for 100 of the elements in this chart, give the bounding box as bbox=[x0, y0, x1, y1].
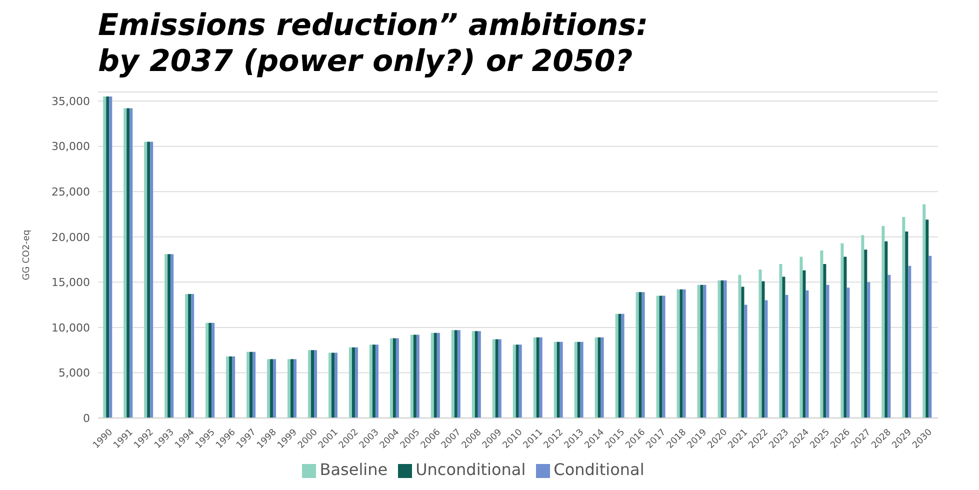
bar bbox=[908, 266, 912, 418]
bar bbox=[867, 282, 870, 418]
bar bbox=[434, 332, 437, 418]
y-axis-title: GG CO2-eq bbox=[22, 230, 32, 280]
bar bbox=[516, 344, 519, 418]
y-tick-label: 30,000 bbox=[52, 140, 90, 154]
bar bbox=[700, 284, 704, 418]
bar bbox=[372, 344, 376, 418]
bar bbox=[846, 288, 850, 418]
bar bbox=[785, 294, 788, 418]
bar bbox=[478, 331, 481, 418]
bar bbox=[764, 300, 768, 418]
bar bbox=[556, 342, 560, 418]
bar bbox=[560, 342, 563, 418]
bar bbox=[314, 350, 317, 418]
bar bbox=[758, 269, 762, 418]
bar bbox=[656, 296, 660, 418]
bar bbox=[888, 274, 891, 418]
bar bbox=[226, 356, 230, 418]
bar bbox=[130, 108, 133, 418]
bar bbox=[618, 314, 622, 418]
bar bbox=[106, 96, 110, 418]
bar bbox=[741, 286, 744, 418]
bar bbox=[659, 296, 662, 418]
bar bbox=[294, 359, 297, 418]
bar bbox=[826, 284, 830, 418]
bar bbox=[744, 304, 748, 418]
bar bbox=[636, 292, 639, 418]
bar bbox=[126, 108, 130, 418]
bar bbox=[638, 292, 642, 418]
bar bbox=[103, 96, 106, 418]
bar bbox=[390, 338, 393, 418]
y-tick-label: 25,000 bbox=[52, 186, 90, 199]
bar bbox=[720, 280, 724, 418]
bar bbox=[498, 339, 502, 418]
bar bbox=[533, 337, 536, 418]
bar bbox=[882, 226, 885, 418]
bar bbox=[472, 331, 475, 418]
bar bbox=[928, 256, 932, 418]
bar bbox=[416, 334, 420, 418]
bar bbox=[600, 337, 604, 418]
bar bbox=[352, 347, 355, 418]
bar bbox=[354, 347, 358, 418]
bar bbox=[864, 250, 868, 418]
bar bbox=[436, 332, 440, 418]
bar bbox=[308, 350, 311, 418]
bar bbox=[147, 142, 150, 418]
bar bbox=[676, 289, 680, 418]
bar bbox=[642, 292, 645, 418]
legend-label: Unconditional bbox=[416, 460, 526, 479]
bar bbox=[802, 270, 806, 418]
bar bbox=[577, 342, 580, 418]
bar bbox=[861, 235, 864, 418]
bar bbox=[375, 344, 378, 418]
bar bbox=[348, 347, 352, 418]
bar bbox=[144, 142, 148, 418]
legend-label: Conditional bbox=[554, 460, 644, 479]
bar bbox=[598, 337, 601, 418]
bar bbox=[697, 284, 700, 418]
bar bbox=[331, 352, 334, 418]
bar bbox=[724, 280, 727, 418]
y-tick-label: 0 bbox=[83, 412, 90, 425]
bar bbox=[188, 294, 192, 418]
bar bbox=[410, 334, 414, 418]
y-tick-label: 10,000 bbox=[52, 321, 90, 334]
bar bbox=[762, 281, 765, 418]
bar bbox=[290, 359, 294, 418]
bar bbox=[680, 289, 683, 418]
bar bbox=[206, 322, 209, 418]
bar bbox=[594, 337, 598, 418]
bar bbox=[926, 220, 929, 418]
bar bbox=[495, 339, 498, 418]
bar bbox=[288, 359, 291, 418]
bar bbox=[844, 256, 847, 418]
bar bbox=[905, 231, 908, 418]
bar bbox=[454, 330, 458, 418]
bar bbox=[884, 241, 888, 418]
bar bbox=[328, 352, 332, 418]
bar bbox=[621, 314, 624, 418]
bar bbox=[580, 342, 584, 418]
bar bbox=[536, 337, 540, 418]
bar bbox=[457, 330, 460, 418]
bar bbox=[252, 352, 256, 418]
bar bbox=[554, 342, 557, 418]
bar bbox=[369, 344, 372, 418]
bar bbox=[413, 334, 416, 418]
bar bbox=[311, 350, 314, 418]
bar bbox=[806, 290, 809, 418]
bar bbox=[164, 254, 168, 418]
chart-title: Emissions reduction” ambitions: by 2037 (power only?) or 2050? bbox=[97, 8, 650, 80]
bar bbox=[703, 284, 706, 418]
bar bbox=[267, 359, 270, 418]
bar bbox=[232, 356, 236, 418]
bar bbox=[492, 339, 496, 418]
bar bbox=[840, 243, 844, 418]
bar bbox=[150, 142, 154, 418]
y-tick-label: 20,000 bbox=[52, 230, 90, 244]
bar bbox=[823, 264, 826, 418]
y-tick-label: 35,000 bbox=[52, 94, 90, 108]
legend-label: Baseline bbox=[320, 460, 388, 479]
